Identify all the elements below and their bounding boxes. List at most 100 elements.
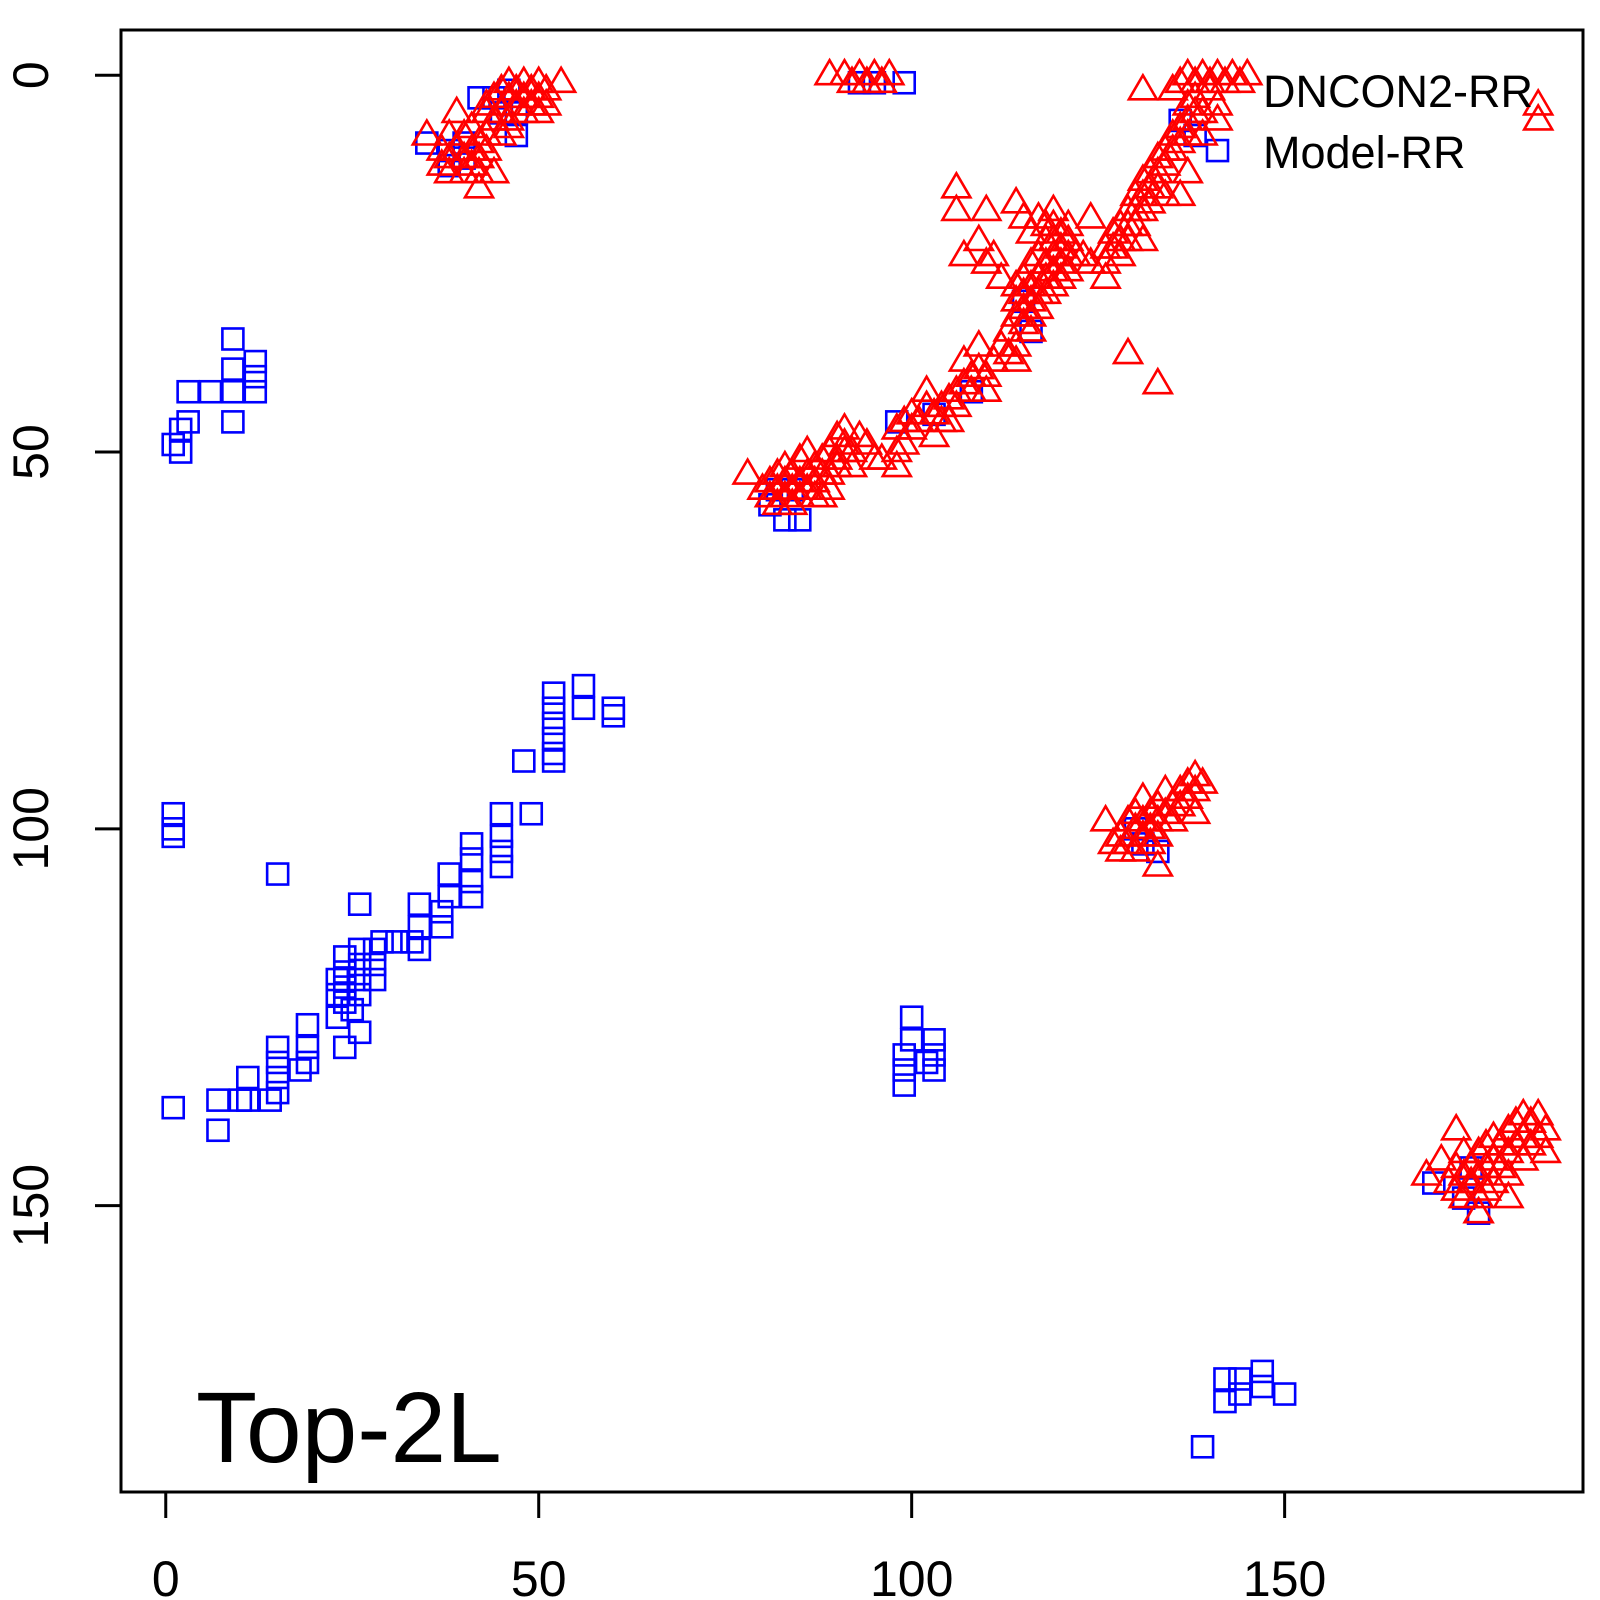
dncon2-rr-point — [541, 681, 566, 705]
model-rr-point — [761, 487, 794, 516]
model-rr-point — [820, 449, 854, 478]
model-rr-point — [1141, 140, 1175, 169]
model-rr-point — [1066, 238, 1100, 267]
dncon2-rr-point — [773, 508, 797, 532]
model-rr-point — [1126, 178, 1160, 207]
model-rr-point — [962, 351, 996, 380]
model-rr-point — [485, 117, 518, 146]
model-rr-point — [1178, 95, 1212, 124]
model-rr-point — [1201, 102, 1234, 131]
model-rr-point — [753, 479, 787, 508]
dncon2-rr-point — [236, 1088, 260, 1112]
dncon2-rr-point — [601, 696, 626, 721]
model-rr-point — [1052, 253, 1085, 282]
model-rr-point — [1186, 766, 1219, 794]
model-rr-point — [925, 404, 958, 433]
model-rr-point — [1089, 246, 1122, 274]
model-rr-point — [1171, 102, 1204, 131]
dncon2-rr-point — [295, 1012, 320, 1037]
dncon2-rr-point — [489, 824, 514, 849]
dncon2-rr-point — [914, 1050, 939, 1075]
model-rr-point — [850, 426, 884, 455]
model-rr-point — [425, 148, 458, 176]
dncon2-rr-point — [265, 1050, 290, 1075]
dncon2-rr-point — [429, 899, 454, 924]
dncon2-rr-point — [922, 1043, 946, 1067]
model-rr-point — [970, 246, 1003, 274]
dncon2-rr-point — [288, 1058, 312, 1082]
model-rr-point — [1029, 208, 1063, 237]
dncon2-rr-point — [221, 379, 245, 404]
model-rr-point — [1156, 803, 1189, 832]
dncon2-rr-point — [332, 945, 357, 969]
dncon2-rr-point — [295, 1035, 320, 1060]
model-rr-point — [1521, 1120, 1555, 1149]
model-rr-point — [1163, 125, 1197, 154]
model-rr-point — [1201, 87, 1234, 116]
dncon2-rr-point — [347, 937, 372, 962]
dncon2-rr-point — [221, 357, 245, 381]
model-rr-point — [522, 65, 555, 94]
model-rr-point — [544, 65, 578, 94]
model-rr-point — [1432, 1165, 1465, 1194]
model-rr-point — [1134, 811, 1167, 840]
dncon2-rr-point — [362, 952, 387, 977]
dncon2-rr-point — [541, 741, 566, 766]
model-rr-point — [813, 57, 846, 86]
model-rr-point — [1141, 848, 1175, 877]
series-dncon2-rr — [161, 70, 1491, 1459]
dncon2-rr-point — [847, 70, 872, 95]
model-rr-point — [731, 457, 764, 485]
dncon2-rr-point — [325, 982, 350, 1007]
model-rr-point — [999, 328, 1033, 357]
model-rr-point — [1439, 1112, 1473, 1141]
model-rr-point — [1469, 1173, 1503, 1201]
model-rr-point — [1044, 230, 1078, 259]
dncon2-rr-point — [347, 982, 372, 1007]
model-rr-point — [1096, 215, 1130, 244]
panel-annotation: Top-2L — [196, 1372, 502, 1484]
model-rr-point — [940, 374, 973, 403]
legend-entry-dncon2-rr: DNCON2-RR — [1263, 66, 1533, 117]
dncon2-rr-point — [332, 975, 357, 999]
dncon2-rr-point — [459, 869, 484, 894]
model-rr-point — [1044, 246, 1078, 274]
model-rr-point — [1410, 1157, 1443, 1186]
model-rr-point — [1529, 1135, 1562, 1164]
model-rr-point — [1141, 818, 1175, 847]
dncon2-rr-point — [362, 937, 387, 962]
dncon2-rr-point — [429, 914, 454, 939]
model-rr-point — [1163, 788, 1197, 817]
dncon2-rr-point — [265, 1035, 290, 1060]
model-rr-point — [843, 419, 876, 448]
model-rr-point — [1156, 133, 1189, 161]
model-rr-point — [828, 426, 861, 455]
model-rr-point — [984, 261, 1018, 290]
model-rr-point — [962, 223, 996, 252]
dncon2-rr-point — [161, 432, 186, 457]
model-rr-point — [470, 133, 503, 161]
model-rr-point — [1163, 110, 1197, 139]
dncon2-rr-point — [437, 862, 462, 886]
dncon2-rr-point — [161, 801, 186, 826]
model-rr-point — [1141, 155, 1175, 184]
model-rr-point — [1171, 155, 1204, 184]
x-axis: 0 50 100 150 — [152, 1490, 1326, 1600]
y-tick-label: 100 — [3, 787, 59, 870]
model-rr-point — [470, 87, 503, 116]
y-tick-label: 150 — [3, 1164, 59, 1247]
model-rr-point — [1037, 268, 1070, 297]
model-rr-point — [999, 185, 1033, 214]
model-rr-point — [1163, 178, 1197, 207]
model-rr-point — [947, 238, 981, 267]
dncon2-rr-point — [362, 967, 387, 992]
dncon2-rr-point — [161, 1095, 186, 1120]
model-rr-point — [1126, 163, 1160, 191]
dncon2-rr-point — [459, 832, 484, 856]
model-rr-point — [1119, 208, 1152, 237]
dncon2-rr-point — [206, 1118, 230, 1143]
model-rr-point — [970, 193, 1003, 222]
model-rr-point — [1014, 313, 1048, 342]
model-rr-point — [999, 344, 1033, 372]
model-rr-point — [813, 472, 846, 501]
